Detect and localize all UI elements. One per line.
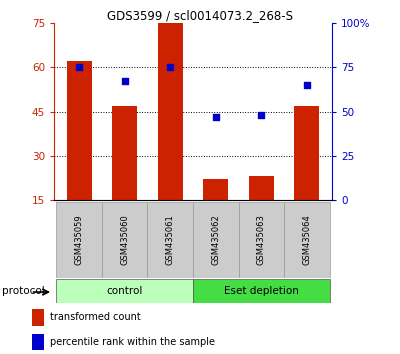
Bar — [56, 279, 193, 303]
Bar — [32, 334, 44, 350]
Point — [122, 79, 128, 84]
Text: protocol: protocol — [2, 286, 45, 296]
Text: control: control — [106, 286, 143, 296]
Bar — [112, 105, 137, 200]
Text: transformed count: transformed count — [50, 312, 140, 322]
Text: GDS3599 / scl0014073.2_268-S: GDS3599 / scl0014073.2_268-S — [107, 9, 293, 22]
Point — [167, 64, 174, 70]
Bar — [193, 202, 238, 278]
Bar — [56, 202, 102, 278]
Bar — [66, 61, 92, 200]
Bar — [193, 279, 330, 303]
Text: GSM435062: GSM435062 — [211, 215, 220, 265]
Bar — [249, 176, 274, 200]
Bar — [102, 202, 148, 278]
Bar — [294, 105, 320, 200]
Point — [76, 64, 82, 70]
Point — [212, 114, 219, 120]
Text: Eset depletion: Eset depletion — [224, 286, 299, 296]
Bar — [238, 202, 284, 278]
Text: GSM435060: GSM435060 — [120, 215, 129, 265]
Bar — [32, 309, 44, 326]
Bar — [148, 202, 193, 278]
Bar — [158, 23, 183, 200]
Point — [258, 112, 264, 118]
Text: GSM435063: GSM435063 — [257, 215, 266, 265]
Text: GSM435059: GSM435059 — [74, 215, 84, 265]
Text: percentile rank within the sample: percentile rank within the sample — [50, 337, 214, 347]
Bar — [284, 202, 330, 278]
Bar — [203, 179, 228, 200]
Text: GSM435061: GSM435061 — [166, 215, 175, 265]
Text: GSM435064: GSM435064 — [302, 215, 312, 265]
Point — [304, 82, 310, 88]
